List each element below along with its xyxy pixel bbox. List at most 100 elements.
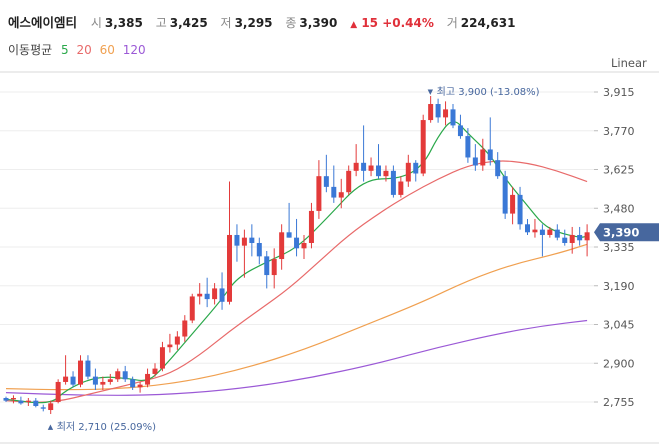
candle-down [517, 194, 523, 225]
candle-up [398, 181, 404, 195]
candles [3, 96, 590, 415]
candle-down [502, 176, 508, 214]
candle-down [85, 360, 91, 377]
candle-down [361, 162, 367, 171]
candle-up [428, 104, 434, 121]
candle-down [323, 176, 329, 187]
candle-down [70, 376, 76, 385]
candle-down [539, 229, 545, 235]
candle-up [301, 242, 307, 249]
high-label: 고 [155, 16, 167, 30]
close-value: 3,390 [299, 16, 338, 30]
max-price-marker-icon: ▼ [428, 88, 434, 96]
candle-up [167, 344, 173, 348]
min-price-marker-icon: ▲ [48, 423, 54, 431]
y-tick-label: 3,625 [603, 164, 635, 177]
candle-up [189, 296, 195, 321]
candle-up [152, 368, 158, 374]
candle-down [130, 379, 136, 388]
ma-legend-20[interactable]: 20 [76, 43, 92, 57]
candle-down [450, 109, 456, 126]
candle-down [577, 234, 583, 241]
candle-up [145, 373, 151, 385]
ma-legend-120[interactable]: 120 [122, 43, 146, 57]
change-percent: +0.44% [382, 16, 434, 30]
candle-up [107, 379, 113, 382]
candle-down [465, 136, 471, 158]
candle-up [532, 229, 538, 233]
y-tick-label: 3,480 [603, 202, 635, 215]
candle-up [316, 176, 322, 211]
candle-up [48, 403, 54, 411]
candle-up [420, 120, 426, 174]
candle-down [390, 170, 396, 195]
y-tick-label: 3,915 [603, 86, 635, 99]
candle-up [569, 234, 575, 243]
candle-down [525, 224, 530, 233]
volume-value: 224,631 [460, 16, 516, 30]
candle-up [197, 293, 203, 297]
candle-up [212, 288, 218, 300]
candle-up [137, 384, 143, 388]
candle-up [353, 162, 359, 171]
candle-down [331, 186, 337, 198]
open-label: 시 [90, 16, 102, 30]
ma20-line [5, 160, 588, 403]
candle-up [63, 376, 69, 382]
y-tick-label: 3,335 [603, 241, 635, 254]
candle-down [249, 237, 255, 243]
candle-down [256, 242, 262, 257]
ma-legend-60[interactable]: 60 [99, 43, 115, 57]
candle-up [346, 170, 352, 193]
candle-down [413, 162, 419, 174]
candle-down [92, 376, 98, 385]
ma-legend-title: 이동평균 [8, 43, 53, 57]
candle-up [308, 210, 314, 243]
scale-toggle-button[interactable]: Linear [611, 56, 647, 70]
candle-down [472, 157, 478, 166]
candle-down [18, 400, 24, 404]
ma5-line [5, 121, 588, 404]
candle-up [279, 232, 285, 260]
candle-up [584, 232, 590, 241]
candle-up [55, 381, 61, 402]
candle-down [435, 104, 441, 118]
candle-up [405, 162, 411, 182]
candle-down [294, 237, 300, 249]
open-value: 3,385 [104, 16, 143, 30]
y-tick-label: 2,900 [603, 357, 635, 370]
ma60-line [5, 243, 588, 391]
candle-up [547, 229, 553, 235]
candle-down [33, 400, 39, 407]
current-price-tag-shape [594, 223, 659, 242]
stock-name: 에스에이엠티 [8, 15, 78, 30]
y-axis: 3,915 3,770 3,625 3,480 3,335 3,190 3,045 2,900… [594, 86, 635, 409]
min-price-annotation: 최저 2,710 (25.09%) [57, 421, 156, 433]
max-price-annotation: 최고 3,900 (-13.08%) [437, 86, 540, 98]
low-label: 저 [220, 16, 232, 30]
ma-legend-5[interactable]: 5 [61, 43, 69, 57]
candle-up [241, 237, 247, 246]
candle-down [554, 229, 560, 238]
candle-down [457, 125, 463, 137]
candle-up [100, 381, 106, 385]
change-value: ▲ 15 +0.44% [350, 16, 434, 30]
candle-up [159, 347, 165, 369]
candle-down [3, 397, 9, 401]
candle-up [271, 259, 277, 276]
candle-down [495, 160, 501, 177]
candle-down [204, 293, 210, 300]
change-amount: 15 [361, 16, 379, 30]
close-label: 종 [285, 16, 297, 30]
y-tick-label: 2,755 [603, 396, 635, 409]
change-up-arrow-icon: ▲ [350, 20, 358, 30]
candle-up [227, 234, 232, 302]
candle-up [115, 371, 121, 380]
candle-down [219, 288, 225, 302]
candle-down [376, 165, 381, 177]
candle-down [487, 149, 493, 161]
candle-up [480, 149, 486, 166]
y-tick-label: 3,045 [603, 319, 635, 332]
candle-down [562, 237, 568, 243]
